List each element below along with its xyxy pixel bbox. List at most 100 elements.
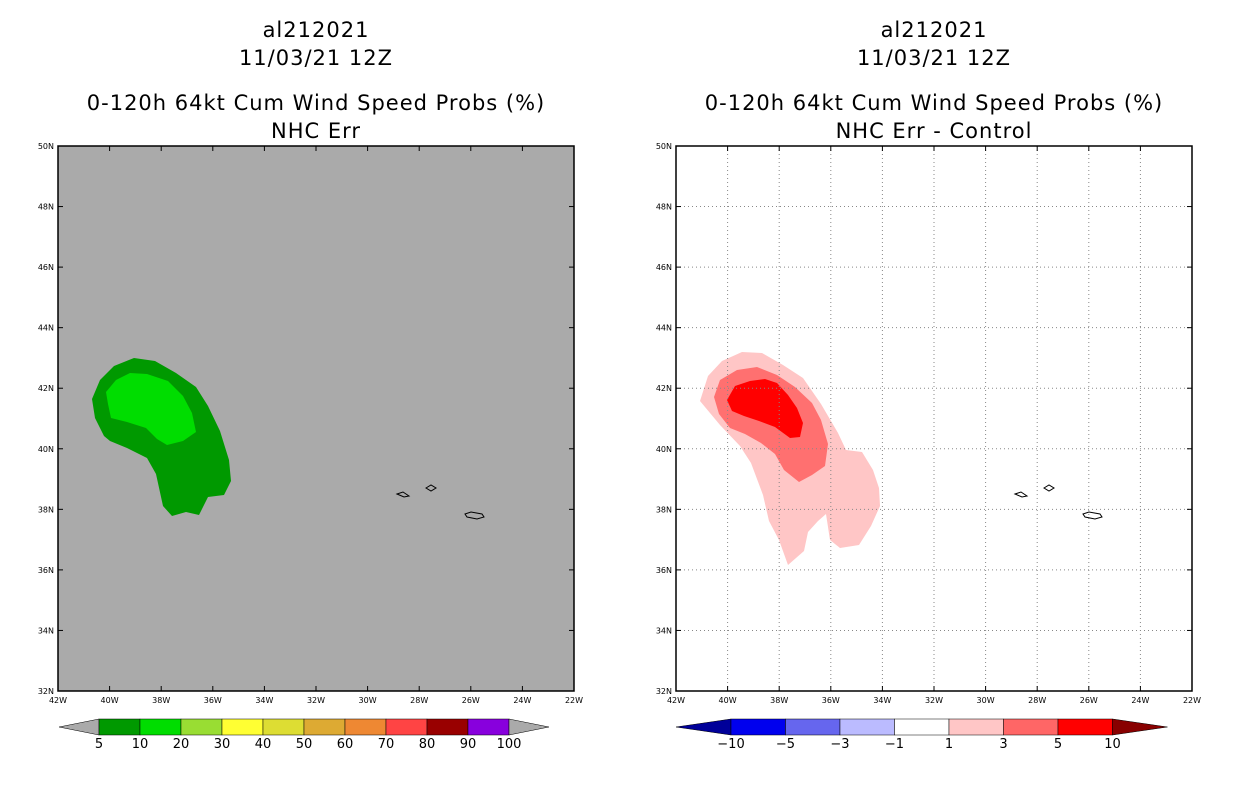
- left-colorbar-swatch: [426, 718, 469, 736]
- right-xtick-label: 22W: [1183, 696, 1201, 705]
- right-ytick-label: 42N: [656, 384, 672, 393]
- right-ytick-label: 46N: [656, 263, 672, 272]
- left-ytick-label: 50N: [38, 142, 54, 151]
- right-xtick-label: 40W: [719, 696, 737, 705]
- left-colorbar-swatch: [262, 718, 305, 736]
- right-storm-id: al212021: [880, 18, 988, 42]
- left-ytick-label: 44N: [38, 324, 54, 333]
- right-ytick-label: 48N: [656, 203, 672, 212]
- left-colorbar-end-left: [58, 718, 100, 736]
- left-colorbar-label: 40: [255, 737, 272, 752]
- left-colorbar-swatch: [385, 718, 428, 736]
- left-colorbar-label: 30: [214, 737, 231, 752]
- right-colorbar-label: 1: [945, 737, 953, 752]
- left-ytick-label: 40N: [38, 445, 54, 454]
- right-island-west: [1013, 491, 1029, 498]
- right-xtick-label: 28W: [1028, 696, 1046, 705]
- left-title: 0-120h 64kt Cum Wind Speed Probs (%): [86, 91, 546, 115]
- left-datetime: 11/03/21 12Z: [238, 46, 394, 70]
- left-colorbar-label: 50: [296, 737, 313, 752]
- right-colorbar-swatch: [894, 718, 950, 736]
- right-land-outlines: [1013, 484, 1103, 520]
- right-island-central: [1043, 484, 1055, 492]
- left-island-west: [395, 491, 411, 498]
- right-xtick-label: 24W: [1131, 696, 1149, 705]
- left-colorbar-swatch: [221, 718, 264, 736]
- right-xtick-label: 32W: [925, 696, 943, 705]
- left-colorbar-label: 80: [419, 737, 436, 752]
- left-ytick-label: 48N: [38, 203, 54, 212]
- right-colorbar-label: −3: [830, 737, 849, 752]
- left-xtick-label: 40W: [101, 696, 119, 705]
- left-xtick-label: 38W: [152, 696, 170, 705]
- left-colorbar-label: 70: [378, 737, 395, 752]
- right-ytick-label: 32N: [656, 687, 672, 696]
- right-subtitle: NHC Err - Control: [835, 119, 1033, 143]
- right-colorbar-swatch: [730, 718, 786, 736]
- right-ytick-label: 34N: [656, 626, 672, 635]
- right-colorbar-label: 5: [1054, 737, 1062, 752]
- left-colorbar-end-right: [508, 718, 550, 736]
- right-datetime: 11/03/21 12Z: [856, 46, 1012, 70]
- right-colorbar-swatch: [948, 718, 1004, 736]
- left-xtick-label: 24W: [513, 696, 531, 705]
- left-axis-ticks: 42W 40W 38W 36W 34W 32W 30W 28W 26W 24W 22W 32N 34N 3…: [38, 142, 583, 705]
- left-colorbar-label: 60: [337, 737, 354, 752]
- left-contour-10pct: [106, 373, 196, 445]
- right-gridlines: [676, 146, 1192, 691]
- left-colorbar-label: 5: [95, 737, 103, 752]
- right-ytick-label: 38N: [656, 505, 672, 514]
- right-colorbar-swatch: [1003, 718, 1059, 736]
- right-axis-ticks: 42W 40W 38W 36W 34W 32W 30W 28W 26W 24W 22W 32N 34N 3…: [656, 142, 1201, 705]
- left-xtick-label: 42W: [49, 696, 67, 705]
- right-xtick-label: 42W: [667, 696, 685, 705]
- right-xtick-label: 30W: [977, 696, 995, 705]
- right-ytick-label: 44N: [656, 324, 672, 333]
- right-colorbar-swatch: [839, 718, 895, 736]
- right-xtick-label: 38W: [770, 696, 788, 705]
- right-colorbar-end-left: [675, 718, 732, 736]
- left-colorbar-swatch: [98, 718, 141, 736]
- right-xtick-label: 26W: [1080, 696, 1098, 705]
- right-colorbar-label: −10: [717, 737, 744, 752]
- right-colorbar: −10 −5 −3 −1 1 3 5 10: [675, 718, 1168, 752]
- left-ytick-label: 36N: [38, 566, 54, 575]
- right-ytick-label: 50N: [656, 142, 672, 151]
- right-xtick-label: 36W: [822, 696, 840, 705]
- right-colorbar-label: 10: [1104, 737, 1121, 752]
- left-subtitle: NHC Err: [270, 119, 361, 143]
- left-map-panel: 42W 40W 38W 36W 34W 32W 30W 28W 26W 24W 22W 32N 34N 3…: [38, 142, 583, 705]
- left-ytick-label: 46N: [38, 263, 54, 272]
- left-xtick-label: 32W: [307, 696, 325, 705]
- left-colorbar-swatch: [139, 718, 182, 736]
- right-map-panel: 42W 40W 38W 36W 34W 32W 30W 28W 26W 24W 22W 32N 34N 3…: [656, 142, 1201, 705]
- left-xtick-label: 22W: [565, 696, 583, 705]
- right-colorbar-swatch: [1057, 718, 1113, 736]
- left-land-outlines: [395, 484, 485, 520]
- right-colorbar-label: −5: [776, 737, 795, 752]
- right-title: 0-120h 64kt Cum Wind Speed Probs (%): [704, 91, 1164, 115]
- left-colorbar-label: 20: [173, 737, 190, 752]
- left-colorbar-label: 100: [497, 737, 522, 752]
- left-colorbar-swatch: [344, 718, 387, 736]
- right-colorbar-end-right: [1112, 718, 1168, 736]
- left-xtick-label: 36W: [204, 696, 222, 705]
- left-colorbar-label: 10: [132, 737, 149, 752]
- left-xtick-label: 26W: [462, 696, 480, 705]
- left-xtick-label: 28W: [410, 696, 428, 705]
- right-ytick-label: 40N: [656, 445, 672, 454]
- left-colorbar-label: 90: [460, 737, 477, 752]
- left-ytick-label: 38N: [38, 505, 54, 514]
- right-colorbar-label: 3: [999, 737, 1007, 752]
- left-colorbar-swatch: [303, 718, 346, 736]
- left-storm-id: al212021: [262, 18, 370, 42]
- left-colorbar-swatch: [180, 718, 223, 736]
- left-xtick-label: 30W: [359, 696, 377, 705]
- left-xtick-label: 34W: [255, 696, 273, 705]
- right-ytick-label: 36N: [656, 566, 672, 575]
- left-island-east: [464, 511, 485, 520]
- left-colorbar-swatch: [467, 718, 510, 736]
- left-colorbar: 5 10 20 30 40 50 60 70 80 90 100: [58, 718, 550, 752]
- left-island-central: [425, 484, 437, 492]
